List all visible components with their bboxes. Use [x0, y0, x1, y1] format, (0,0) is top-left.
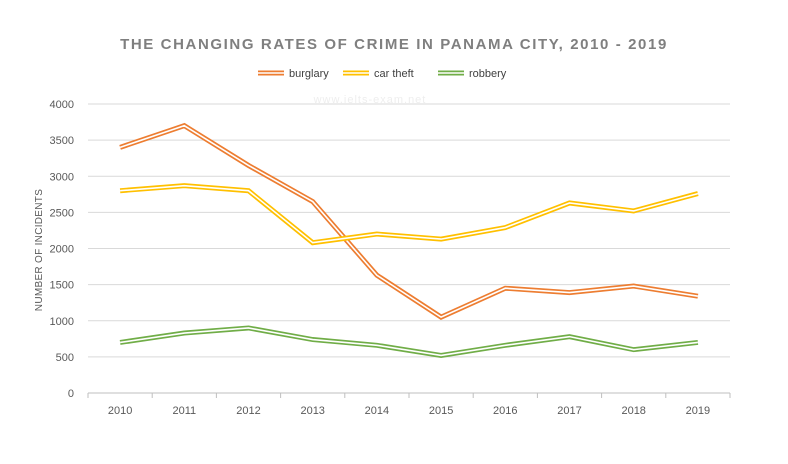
x-tick-label: 2011 [172, 405, 196, 417]
series-line-outer [119, 325, 699, 358]
x-tick-label: 2019 [686, 405, 710, 417]
y-tick-label: 500 [56, 352, 74, 364]
y-tick-label: 1500 [50, 280, 74, 292]
series-line-inner [119, 327, 698, 357]
x-tick-label: 2018 [621, 405, 645, 417]
chart-legend: burglary car theft robbery [258, 68, 507, 80]
x-tick-label: 2017 [557, 405, 581, 417]
series-burglary [119, 122, 699, 320]
legend-item: burglary [258, 68, 329, 80]
chart-title: THE CHANGING RATES OF CRIME IN PANAMA CI… [120, 36, 668, 53]
x-axis: 2010 2011 2012 2013 2014 2015 2016 2017 2018 2019 [87, 392, 731, 417]
series-robbery [119, 325, 699, 358]
x-tick-label: 2013 [300, 405, 324, 417]
y-tick-label: 3000 [50, 171, 74, 183]
x-tick-label: 2015 [429, 405, 453, 417]
series-line-inner [120, 184, 699, 244]
y-tick-label: 2500 [50, 207, 74, 219]
x-tick-label: 2016 [493, 405, 517, 417]
legend-item: robbery [438, 68, 507, 80]
y-tick-label: 4000 [50, 99, 74, 111]
legend-item: car theft [343, 68, 414, 80]
series-car-theft [119, 183, 699, 246]
y-tick-label: 0 [68, 388, 74, 400]
legend-label: robbery [469, 68, 507, 80]
y-tick-label: 2000 [50, 244, 74, 256]
y-tick-label: 1000 [50, 316, 74, 328]
y-axis-title: NUMBER OF INCIDENTS [34, 189, 45, 311]
x-tick-label: 2010 [108, 405, 132, 417]
x-tick-label: 2014 [365, 405, 389, 417]
series-line-inner [119, 124, 699, 319]
legend-label: burglary [289, 68, 329, 80]
y-tick-label: 3500 [50, 135, 74, 147]
watermark-text: www.ielts-exam.net [313, 94, 427, 106]
x-tick-label: 2012 [236, 405, 260, 417]
y-axis: 0 500 1000 1500 2000 2500 3000 3500 4000 [50, 99, 74, 400]
series-lines [119, 122, 699, 358]
legend-label: car theft [374, 68, 414, 80]
series-line-outer [119, 183, 699, 246]
gridlines [88, 103, 730, 358]
